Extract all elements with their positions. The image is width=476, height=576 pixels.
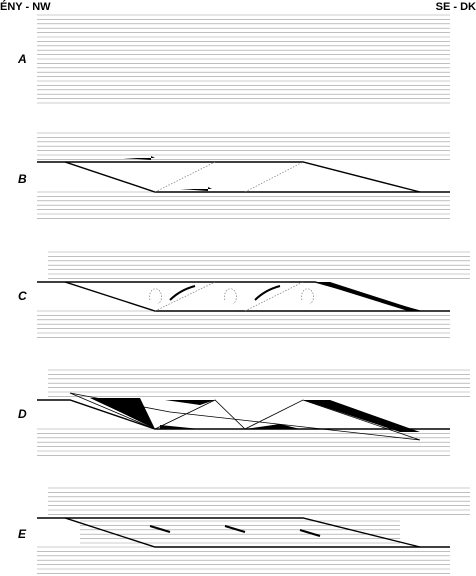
thrust xyxy=(65,517,421,548)
thrust xyxy=(37,517,450,548)
wedge xyxy=(160,425,200,429)
thrust xyxy=(65,161,421,193)
wedge xyxy=(303,400,420,432)
arrow xyxy=(149,525,321,537)
wedge xyxy=(90,398,155,429)
fault xyxy=(154,161,304,193)
panel-label: D xyxy=(18,407,27,421)
wedge xyxy=(315,282,420,311)
fault xyxy=(149,281,314,312)
thrust xyxy=(37,399,450,430)
panel-label: A xyxy=(17,52,27,66)
thrust xyxy=(37,281,450,312)
arrow xyxy=(169,285,281,301)
strata xyxy=(37,14,470,574)
header-left: ÉNY - NW xyxy=(0,0,51,13)
outline xyxy=(69,392,421,441)
panel-label: E xyxy=(18,527,27,541)
header-right: SE - DK xyxy=(436,1,476,13)
wedge xyxy=(245,424,300,429)
thrust xyxy=(37,161,450,193)
panel-label: B xyxy=(18,172,27,186)
panel-label: C xyxy=(18,289,27,303)
wedge xyxy=(165,400,215,405)
